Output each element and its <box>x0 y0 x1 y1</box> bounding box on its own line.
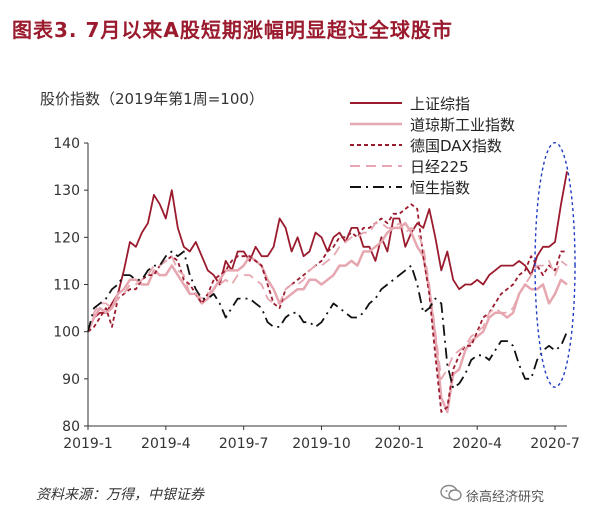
x-tick-label: 2020-7 <box>530 436 580 452</box>
x-tick-label: 2019-4 <box>141 436 191 452</box>
x-tick-label: 2020-4 <box>452 436 502 452</box>
y-tick-label: 100 <box>53 325 80 341</box>
legend-label: 上证综指 <box>410 95 470 113</box>
y-tick-label: 140 <box>53 136 80 152</box>
legend-label: 日经225 <box>410 158 469 176</box>
chart-title: 图表3. 7月以来A股短期涨幅明显超过全球股市 <box>12 18 453 42</box>
series-line-3 <box>87 203 567 413</box>
y-tick-label: 120 <box>53 230 80 246</box>
legend-label: 恒生指数 <box>410 179 470 197</box>
series-line-5 <box>87 250 568 390</box>
wechat-icon <box>440 484 462 501</box>
source-note: 资料来源：万得，中银证券 <box>36 487 204 503</box>
line-chart: 80 90 100 110 120 130 140 2019-1 2019-4 2019-7 201… <box>53 95 580 452</box>
x-tick-label: 2019-7 <box>219 436 269 452</box>
x-tick-label: 2020-1 <box>375 436 425 452</box>
brand-label: 徐高经济研究 <box>466 490 545 505</box>
y-tick-label: 110 <box>53 278 80 294</box>
y-axis-label: 股价指数（2019年第1周=100） <box>40 90 264 108</box>
x-tick-label: 2019-1 <box>63 436 113 452</box>
legend-label: 德国DAX指数 <box>410 137 502 155</box>
y-tick-label: 80 <box>62 419 80 435</box>
series-line-4 <box>87 222 568 380</box>
legend-label: 道琼斯工业指数 <box>410 116 515 134</box>
y-tick-label: 130 <box>53 183 80 199</box>
x-tick-label: 2019-10 <box>292 436 351 452</box>
highlight-ellipse <box>534 141 576 388</box>
y-tick-label: 90 <box>62 372 80 388</box>
series-line-2 <box>86 221 568 414</box>
